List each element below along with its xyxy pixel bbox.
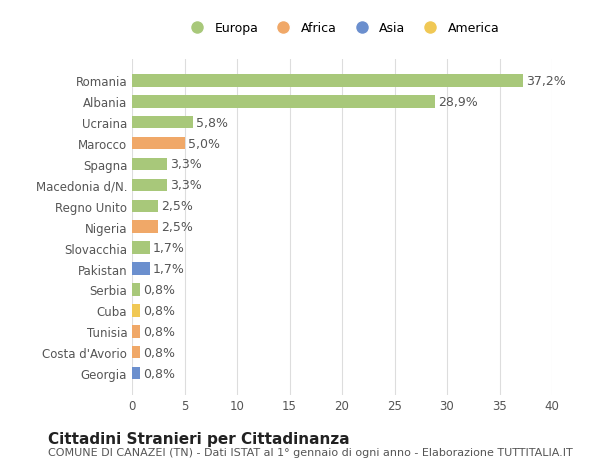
Bar	[132, 367, 140, 380]
Bar	[132, 242, 150, 254]
Bar	[132, 117, 193, 129]
Bar	[132, 179, 167, 192]
Bar	[132, 200, 158, 213]
Text: 37,2%: 37,2%	[526, 75, 566, 88]
Bar	[132, 325, 140, 338]
Text: 28,9%: 28,9%	[439, 95, 478, 108]
Legend: Europa, Africa, Asia, America: Europa, Africa, Asia, America	[184, 22, 500, 35]
Text: 0,8%: 0,8%	[143, 283, 176, 296]
Text: 3,3%: 3,3%	[170, 158, 202, 171]
Text: 1,7%: 1,7%	[153, 263, 185, 275]
Bar	[132, 263, 150, 275]
Text: 0,8%: 0,8%	[143, 304, 176, 317]
Text: 2,5%: 2,5%	[161, 221, 193, 234]
Text: 1,7%: 1,7%	[153, 241, 185, 255]
Bar	[132, 75, 523, 87]
Bar	[132, 284, 140, 296]
Bar	[132, 158, 167, 171]
Bar	[132, 138, 185, 150]
Text: 5,8%: 5,8%	[196, 117, 228, 129]
Text: Cittadini Stranieri per Cittadinanza: Cittadini Stranieri per Cittadinanza	[48, 431, 350, 447]
Text: 2,5%: 2,5%	[161, 200, 193, 213]
Bar	[132, 221, 158, 234]
Text: 3,3%: 3,3%	[170, 179, 202, 192]
Text: 0,8%: 0,8%	[143, 367, 176, 380]
Bar	[132, 304, 140, 317]
Bar	[132, 96, 436, 108]
Text: 0,8%: 0,8%	[143, 346, 176, 359]
Text: 0,8%: 0,8%	[143, 325, 176, 338]
Bar	[132, 346, 140, 358]
Text: COMUNE DI CANAZEI (TN) - Dati ISTAT al 1° gennaio di ogni anno - Elaborazione TU: COMUNE DI CANAZEI (TN) - Dati ISTAT al 1…	[48, 448, 573, 458]
Text: 5,0%: 5,0%	[188, 137, 220, 150]
